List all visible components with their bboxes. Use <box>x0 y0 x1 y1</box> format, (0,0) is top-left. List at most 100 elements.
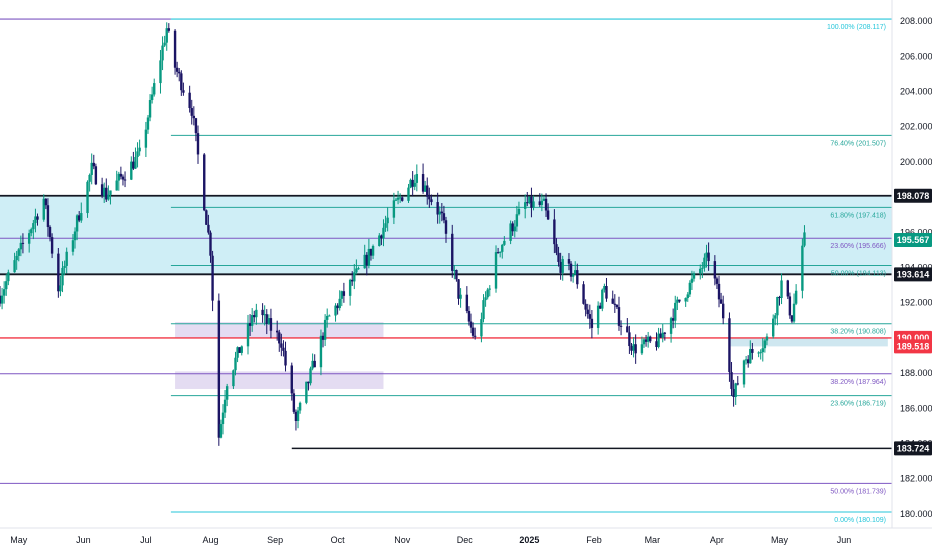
candle-body <box>196 133 200 155</box>
candle-body <box>225 386 229 400</box>
candle-body <box>167 28 171 31</box>
candle-body <box>715 278 719 284</box>
y-tick-label: 196.000 <box>900 227 932 237</box>
candle-body <box>544 198 548 211</box>
candle-body <box>515 214 519 227</box>
candle-body <box>459 294 462 299</box>
candle-body <box>792 303 796 322</box>
candle-body <box>596 305 600 328</box>
candle-body <box>0 295 4 304</box>
candle-body <box>561 259 564 273</box>
candle-body <box>401 197 404 201</box>
candle-body <box>121 176 125 180</box>
candle-body <box>457 279 460 299</box>
candle-body <box>657 333 660 348</box>
candle-body <box>77 215 81 221</box>
price-badge-label: 198.078 <box>897 191 930 201</box>
candle-body <box>246 323 250 347</box>
candle-body <box>367 248 371 266</box>
candle-body <box>240 346 243 353</box>
candle-body <box>92 162 95 167</box>
candle-body <box>569 263 573 277</box>
candle-body <box>311 360 314 369</box>
candle-body <box>407 187 410 201</box>
candle-body <box>611 298 614 304</box>
candle-body <box>688 282 692 295</box>
candle-body <box>207 224 210 233</box>
candle-body <box>488 288 491 290</box>
candle-body <box>323 319 327 340</box>
x-tick-label: May <box>771 535 789 545</box>
candle-body <box>0 295 2 304</box>
candle-body <box>42 198 45 220</box>
fib-level-label: 50.00% (181.739) <box>830 488 886 495</box>
candle-body <box>326 315 329 320</box>
y-tick-label: 206.000 <box>900 51 932 61</box>
candle-body <box>30 229 33 234</box>
y-tick-label: 204.000 <box>900 87 932 97</box>
candle-body <box>284 350 287 366</box>
candle-body <box>649 336 652 342</box>
candle-body <box>357 268 360 270</box>
candle-body <box>209 232 212 256</box>
candle-body <box>603 286 606 290</box>
candle-body <box>453 269 456 271</box>
price-badge <box>894 188 932 203</box>
candle-body <box>338 298 341 309</box>
candle-body <box>188 92 191 109</box>
candle-body <box>588 314 592 319</box>
candle-body <box>659 333 662 338</box>
candle-body <box>494 252 498 289</box>
price-badge <box>894 339 932 354</box>
candle-body <box>742 360 746 385</box>
candle-body <box>182 90 185 93</box>
candle-body <box>751 348 754 353</box>
candle-body <box>294 411 298 421</box>
candle-body <box>730 372 733 389</box>
candle-body <box>163 42 166 46</box>
candle-body <box>574 270 577 275</box>
candle-body <box>165 28 168 43</box>
candle-body <box>480 319 483 337</box>
candle-body <box>219 424 223 438</box>
candle-body <box>144 129 148 148</box>
price-badge-label: 195.567 <box>897 235 930 245</box>
candle-body <box>7 272 10 282</box>
candle-body <box>109 190 112 195</box>
candle-body <box>105 187 108 200</box>
candle-body <box>619 325 623 327</box>
candle-body <box>803 232 806 246</box>
candle-body <box>555 244 558 253</box>
y-tick-label: 180.000 <box>900 509 932 519</box>
candle-body <box>178 71 181 74</box>
candle-body <box>80 213 83 221</box>
candle-body <box>774 315 777 319</box>
candle-body <box>61 267 64 286</box>
candle-body <box>571 274 575 277</box>
candle-body <box>690 278 694 283</box>
candle-body <box>605 286 608 299</box>
candle-body <box>134 156 137 169</box>
fib-level-label: 50.00% (194.113) <box>831 271 886 278</box>
candle-body <box>275 330 279 333</box>
candle-body <box>411 179 414 187</box>
candle-body <box>65 251 68 266</box>
x-axis[interactable]: May Jun Jul Aug Sep Oct Nov Dec 2025 Feb Mar Apr May… <box>0 527 932 550</box>
candle-body <box>473 335 477 337</box>
candle-body <box>413 182 416 187</box>
candle-body <box>440 211 444 214</box>
candle-body <box>15 255 18 261</box>
candle-body <box>626 326 629 333</box>
candle-body <box>57 253 60 292</box>
candle-body <box>386 217 389 224</box>
candle-body <box>175 67 179 72</box>
candle-body <box>365 254 369 266</box>
candle-body <box>378 235 381 247</box>
candle-body <box>17 249 20 256</box>
candle-body <box>772 318 775 337</box>
candle-body <box>663 332 667 334</box>
candle-body <box>107 194 110 200</box>
candle-body <box>423 185 427 192</box>
candle-body <box>146 117 150 130</box>
